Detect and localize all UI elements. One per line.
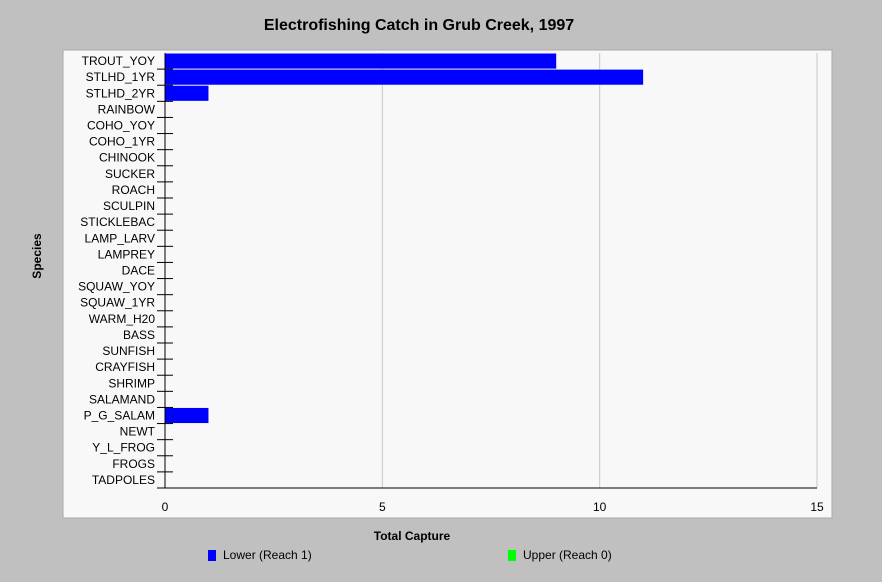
bar-stlhd_2yr-0 <box>165 85 209 101</box>
y-tick-label-bass: BASS <box>123 328 155 342</box>
y-tick-label-tadpoles: TADPOLES <box>92 473 155 487</box>
y-tick-label-sucker: SUCKER <box>105 167 155 181</box>
legend-item-lower: Lower (Reach 1) <box>208 547 312 563</box>
x-tick-label-5: 5 <box>379 500 386 514</box>
tick-labels: 0 5 10 15 TROUT_YOY STLHD_1YR STLHD_2YR RAINBOW… <box>78 54 824 514</box>
y-tick-label-roach: ROACH <box>112 183 155 197</box>
y-tick-label-y_l_frog: Y_L_FROG <box>92 441 155 455</box>
y-tick-label-p_g_salam: P_G_SALAM <box>84 409 155 423</box>
y-tick-label-coho_1yr: COHO_1YR <box>89 135 155 149</box>
legend-swatch-lower <box>208 549 216 561</box>
y-tick-label-squaw_yoy: SQUAW_YOY <box>78 280 155 294</box>
x-tick-label-15: 15 <box>810 500 824 514</box>
bar-stlhd_1yr-0 <box>165 69 644 85</box>
y-axis-title: Species <box>30 233 44 279</box>
grid-lines <box>381 53 818 488</box>
y-tick-label-lamprey: LAMPREY <box>98 247 155 261</box>
y-tick-label-stlhd_1yr: STLHD_1YR <box>86 70 156 84</box>
y-tick-label-squaw_1yr: SQUAW_1YR <box>80 296 155 310</box>
x-tick-label-0: 0 <box>162 500 169 514</box>
legend-label-upper: Upper (Reach 0) <box>523 548 612 562</box>
y-tick-label-salamand: SALAMAND <box>89 392 155 406</box>
y-tick-label-frogs: FROGS <box>112 457 155 471</box>
y-tick-label-stlhd_2yr: STLHD_2YR <box>86 86 156 100</box>
x-tick-label-10: 10 <box>593 500 607 514</box>
legend-item-upper: Upper (Reach 0) <box>508 547 612 563</box>
y-tick-label-lamp_larv: LAMP_LARV <box>85 231 155 245</box>
y-tick-label-coho_yoy: COHO_YOY <box>87 119 155 133</box>
y-tick-label-rainbow: RAINBOW <box>98 102 156 116</box>
y-tick-label-sculpin: SCULPIN <box>103 199 155 213</box>
y-tick-label-trout_yoy: TROUT_YOY <box>82 54 155 68</box>
y-tick-label-dace: DACE <box>122 264 155 278</box>
x-axis-title: Total Capture <box>373 529 451 543</box>
y-tick-label-warm_h20: WARM_H20 <box>89 312 156 326</box>
bars <box>165 53 644 424</box>
y-tick-label-sunfish: SUNFISH <box>102 344 155 358</box>
plot-area <box>62 49 833 519</box>
bar-p_g_salam-0 <box>165 407 209 424</box>
y-tick-label-sticklebac: STICKLEBAC <box>80 215 155 229</box>
y-tick-label-shrimp: SHRIMP <box>108 376 155 390</box>
bar-trout_yoy-0 <box>165 53 557 69</box>
y-tick-label-chinook: CHINOOK <box>99 151 155 165</box>
axes <box>157 53 817 489</box>
y-tick-label-crayfish: CRAYFISH <box>95 360 155 374</box>
chart-title: Electrofishing Catch in Grub Creek, 1997 <box>263 17 575 34</box>
y-tick-label-newt: NEWT <box>120 425 156 439</box>
legend-swatch-upper <box>508 549 516 561</box>
legend-label-lower: Lower (Reach 1) <box>223 548 312 562</box>
